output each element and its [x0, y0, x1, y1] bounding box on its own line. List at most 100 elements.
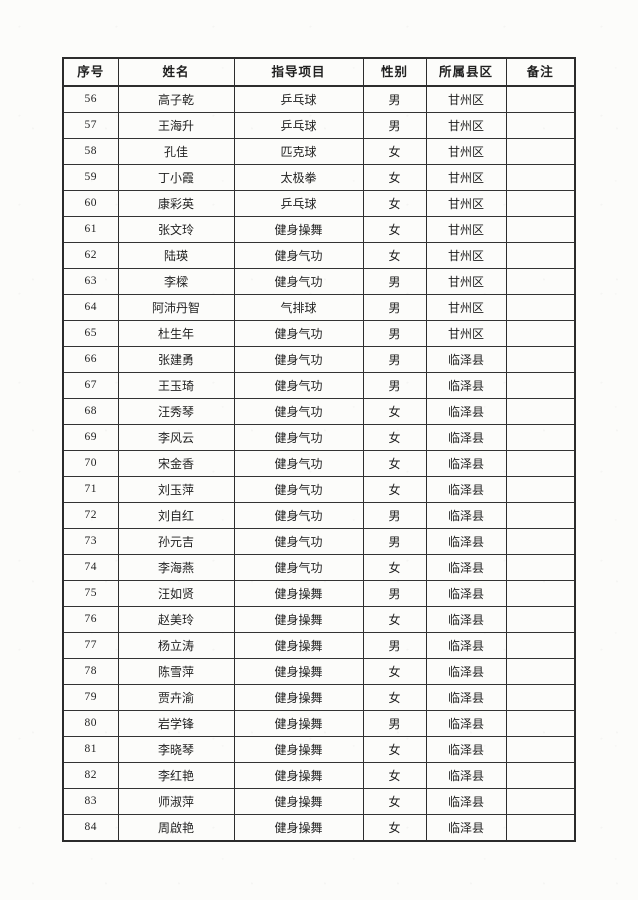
cell-note	[505, 814, 576, 842]
cell-name: 丁小霞	[117, 164, 235, 191]
cell-name: 孔佳	[117, 138, 235, 165]
cell-gender: 女	[362, 736, 427, 763]
cell-no: 82	[62, 762, 119, 789]
cell-no: 62	[62, 242, 119, 269]
cell-note	[505, 788, 576, 815]
cell-gender: 女	[362, 788, 427, 815]
cell-no: 78	[62, 658, 119, 685]
column-header-note: 备注	[505, 57, 576, 87]
table-row: 84 周啟艳 健身操舞女临泽县	[62, 814, 576, 842]
cell-note	[505, 528, 576, 555]
cell-county: 临泽县	[425, 528, 507, 555]
cell-name: 张文玲	[117, 216, 235, 243]
cell-county: 临泽县	[425, 476, 507, 503]
table-row: 74 李海燕 健身气功女临泽县	[62, 554, 576, 581]
cell-gender: 男	[362, 528, 427, 555]
cell-project: 健身气功	[233, 450, 364, 477]
column-header-gender: 性别	[362, 57, 427, 87]
table-row: 61 张文玲 健身操舞女甘州区	[62, 216, 576, 243]
cell-no: 66	[62, 346, 119, 373]
cell-county: 临泽县	[425, 788, 507, 815]
cell-name: 王玉琦	[117, 372, 235, 399]
cell-note	[505, 684, 576, 711]
cell-project: 健身气功	[233, 502, 364, 529]
cell-note	[505, 762, 576, 789]
cell-gender: 女	[362, 450, 427, 477]
cell-name: 李樑	[117, 268, 235, 295]
cell-name: 周啟艳	[117, 814, 235, 842]
table-row: 63 李樑 健身气功男甘州区	[62, 268, 576, 295]
cell-project: 健身操舞	[233, 814, 364, 842]
cell-name: 赵美玲	[117, 606, 235, 633]
cell-county: 甘州区	[425, 216, 507, 243]
table-row: 72 刘自红 健身气功男临泽县	[62, 502, 576, 529]
cell-project: 太极拳	[233, 164, 364, 191]
table-row: 56 高子乾 乒乓球男甘州区	[62, 85, 576, 113]
cell-no: 80	[62, 710, 119, 737]
cell-name: 贾卉渝	[117, 684, 235, 711]
cell-name: 杨立涛	[117, 632, 235, 659]
cell-no: 56	[62, 85, 119, 113]
cell-note	[505, 190, 576, 217]
cell-name: 李海燕	[117, 554, 235, 581]
cell-no: 60	[62, 190, 119, 217]
cell-gender: 女	[362, 164, 427, 191]
table-row: 67 王玉琦 健身气功男临泽县	[62, 372, 576, 399]
cell-gender: 女	[362, 138, 427, 165]
cell-note	[505, 268, 576, 295]
cell-gender: 女	[362, 398, 427, 425]
cell-county: 临泽县	[425, 658, 507, 685]
cell-county: 临泽县	[425, 736, 507, 763]
cell-note	[505, 294, 576, 321]
cell-no: 83	[62, 788, 119, 815]
cell-county: 临泽县	[425, 684, 507, 711]
cell-name: 宋金香	[117, 450, 235, 477]
cell-name: 阿沛丹智	[117, 294, 235, 321]
cell-project: 健身操舞	[233, 606, 364, 633]
cell-county: 甘州区	[425, 164, 507, 191]
table-row: 81 李晓琴 健身操舞女临泽县	[62, 736, 576, 763]
cell-project: 气排球	[233, 294, 364, 321]
cell-gender: 男	[362, 710, 427, 737]
column-header-county: 所属县区	[425, 57, 507, 87]
cell-name: 汪如贤	[117, 580, 235, 607]
cell-project: 健身气功	[233, 346, 364, 373]
cell-note	[505, 424, 576, 451]
cell-project: 匹克球	[233, 138, 364, 165]
cell-name: 李晓琴	[117, 736, 235, 763]
cell-no: 74	[62, 554, 119, 581]
cell-note	[505, 554, 576, 581]
cell-county: 临泽县	[425, 606, 507, 633]
cell-gender: 男	[362, 294, 427, 321]
cell-note	[505, 372, 576, 399]
cell-no: 75	[62, 580, 119, 607]
cell-no: 71	[62, 476, 119, 503]
header-row: 序号 姓名 指导项目 性别 所属县区 备注	[62, 57, 576, 87]
cell-name: 师淑萍	[117, 788, 235, 815]
cell-project: 健身气功	[233, 424, 364, 451]
cell-note	[505, 242, 576, 269]
table-row: 59 丁小霞 太极拳女甘州区	[62, 164, 576, 191]
cell-name: 高子乾	[117, 85, 235, 113]
cell-project: 健身操舞	[233, 632, 364, 659]
cell-note	[505, 85, 576, 113]
cell-gender: 女	[362, 216, 427, 243]
table-row: 60 康彩英 乒乓球女甘州区	[62, 190, 576, 217]
cell-county: 临泽县	[425, 372, 507, 399]
cell-name: 康彩英	[117, 190, 235, 217]
cell-project: 健身气功	[233, 528, 364, 555]
table-row: 68 汪秀琴 健身气功女临泽县	[62, 398, 576, 425]
cell-gender: 女	[362, 658, 427, 685]
cell-county: 甘州区	[425, 112, 507, 139]
cell-project: 健身操舞	[233, 710, 364, 737]
cell-gender: 男	[362, 320, 427, 347]
cell-no: 79	[62, 684, 119, 711]
cell-county: 临泽县	[425, 632, 507, 659]
cell-name: 王海升	[117, 112, 235, 139]
cell-note	[505, 398, 576, 425]
cell-no: 61	[62, 216, 119, 243]
table-row: 58 孔佳 匹克球女甘州区	[62, 138, 576, 165]
cell-county: 临泽县	[425, 762, 507, 789]
table-row: 65 杜生年 健身气功男甘州区	[62, 320, 576, 347]
table-body: 56 高子乾 乒乓球男甘州区 57 王海升 乒乓球男甘州区 58 孔佳 匹克球女甘州区 59 丁小霞…	[62, 85, 576, 842]
